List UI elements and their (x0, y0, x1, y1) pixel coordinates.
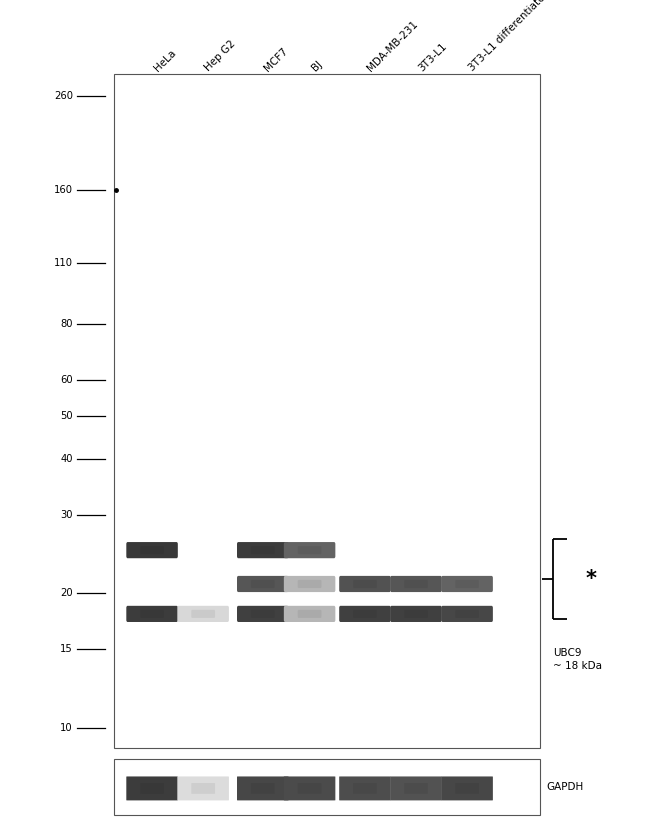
FancyBboxPatch shape (251, 783, 275, 794)
FancyBboxPatch shape (441, 576, 493, 592)
Text: 60: 60 (60, 375, 73, 385)
FancyBboxPatch shape (441, 777, 493, 801)
FancyBboxPatch shape (339, 606, 391, 622)
FancyBboxPatch shape (298, 580, 322, 588)
FancyBboxPatch shape (126, 606, 178, 622)
FancyBboxPatch shape (191, 783, 215, 794)
FancyBboxPatch shape (455, 609, 479, 618)
Text: 40: 40 (60, 454, 73, 464)
FancyBboxPatch shape (126, 777, 178, 801)
Text: 20: 20 (60, 589, 73, 599)
FancyBboxPatch shape (284, 606, 335, 622)
Text: HeLa: HeLa (152, 47, 177, 73)
Text: UBC9
~ 18 kDa: UBC9 ~ 18 kDa (552, 648, 602, 671)
FancyBboxPatch shape (140, 546, 164, 554)
Text: MDA-MB-231: MDA-MB-231 (365, 18, 419, 73)
FancyBboxPatch shape (237, 777, 289, 801)
FancyBboxPatch shape (353, 783, 377, 794)
FancyBboxPatch shape (284, 542, 335, 558)
FancyBboxPatch shape (404, 783, 428, 794)
Text: BJ: BJ (309, 59, 324, 73)
FancyBboxPatch shape (390, 777, 442, 801)
FancyBboxPatch shape (390, 576, 442, 592)
FancyBboxPatch shape (177, 777, 229, 801)
Text: 3T3-L1 differentiated to adipocytes: 3T3-L1 differentiated to adipocytes (467, 0, 604, 73)
FancyBboxPatch shape (455, 580, 479, 588)
FancyBboxPatch shape (298, 609, 322, 618)
FancyBboxPatch shape (237, 542, 289, 558)
FancyBboxPatch shape (298, 546, 322, 554)
FancyBboxPatch shape (191, 609, 215, 618)
Text: *: * (586, 569, 597, 589)
FancyBboxPatch shape (339, 777, 391, 801)
FancyBboxPatch shape (353, 609, 377, 618)
Text: 50: 50 (60, 411, 73, 421)
FancyBboxPatch shape (251, 580, 275, 588)
Text: GAPDH: GAPDH (546, 782, 584, 792)
FancyBboxPatch shape (390, 606, 442, 622)
Text: 260: 260 (54, 91, 73, 101)
FancyBboxPatch shape (284, 576, 335, 592)
Text: 15: 15 (60, 644, 73, 654)
FancyBboxPatch shape (177, 606, 229, 622)
FancyBboxPatch shape (251, 546, 275, 554)
FancyBboxPatch shape (455, 783, 479, 794)
FancyBboxPatch shape (126, 542, 178, 558)
Text: 10: 10 (60, 723, 73, 733)
Text: 110: 110 (54, 257, 73, 268)
FancyBboxPatch shape (140, 783, 164, 794)
FancyBboxPatch shape (441, 606, 493, 622)
FancyBboxPatch shape (353, 580, 377, 588)
Text: 3T3-L1: 3T3-L1 (416, 41, 448, 73)
Text: Hep G2: Hep G2 (203, 39, 238, 73)
Text: MCF7: MCF7 (263, 45, 290, 73)
FancyBboxPatch shape (298, 783, 322, 794)
Text: 30: 30 (60, 509, 73, 519)
FancyBboxPatch shape (404, 580, 428, 588)
FancyBboxPatch shape (404, 609, 428, 618)
FancyBboxPatch shape (237, 606, 289, 622)
Text: 80: 80 (60, 319, 73, 329)
FancyBboxPatch shape (251, 609, 275, 618)
FancyBboxPatch shape (237, 576, 289, 592)
Text: 160: 160 (54, 185, 73, 195)
FancyBboxPatch shape (339, 576, 391, 592)
FancyBboxPatch shape (284, 777, 335, 801)
FancyBboxPatch shape (140, 609, 164, 618)
